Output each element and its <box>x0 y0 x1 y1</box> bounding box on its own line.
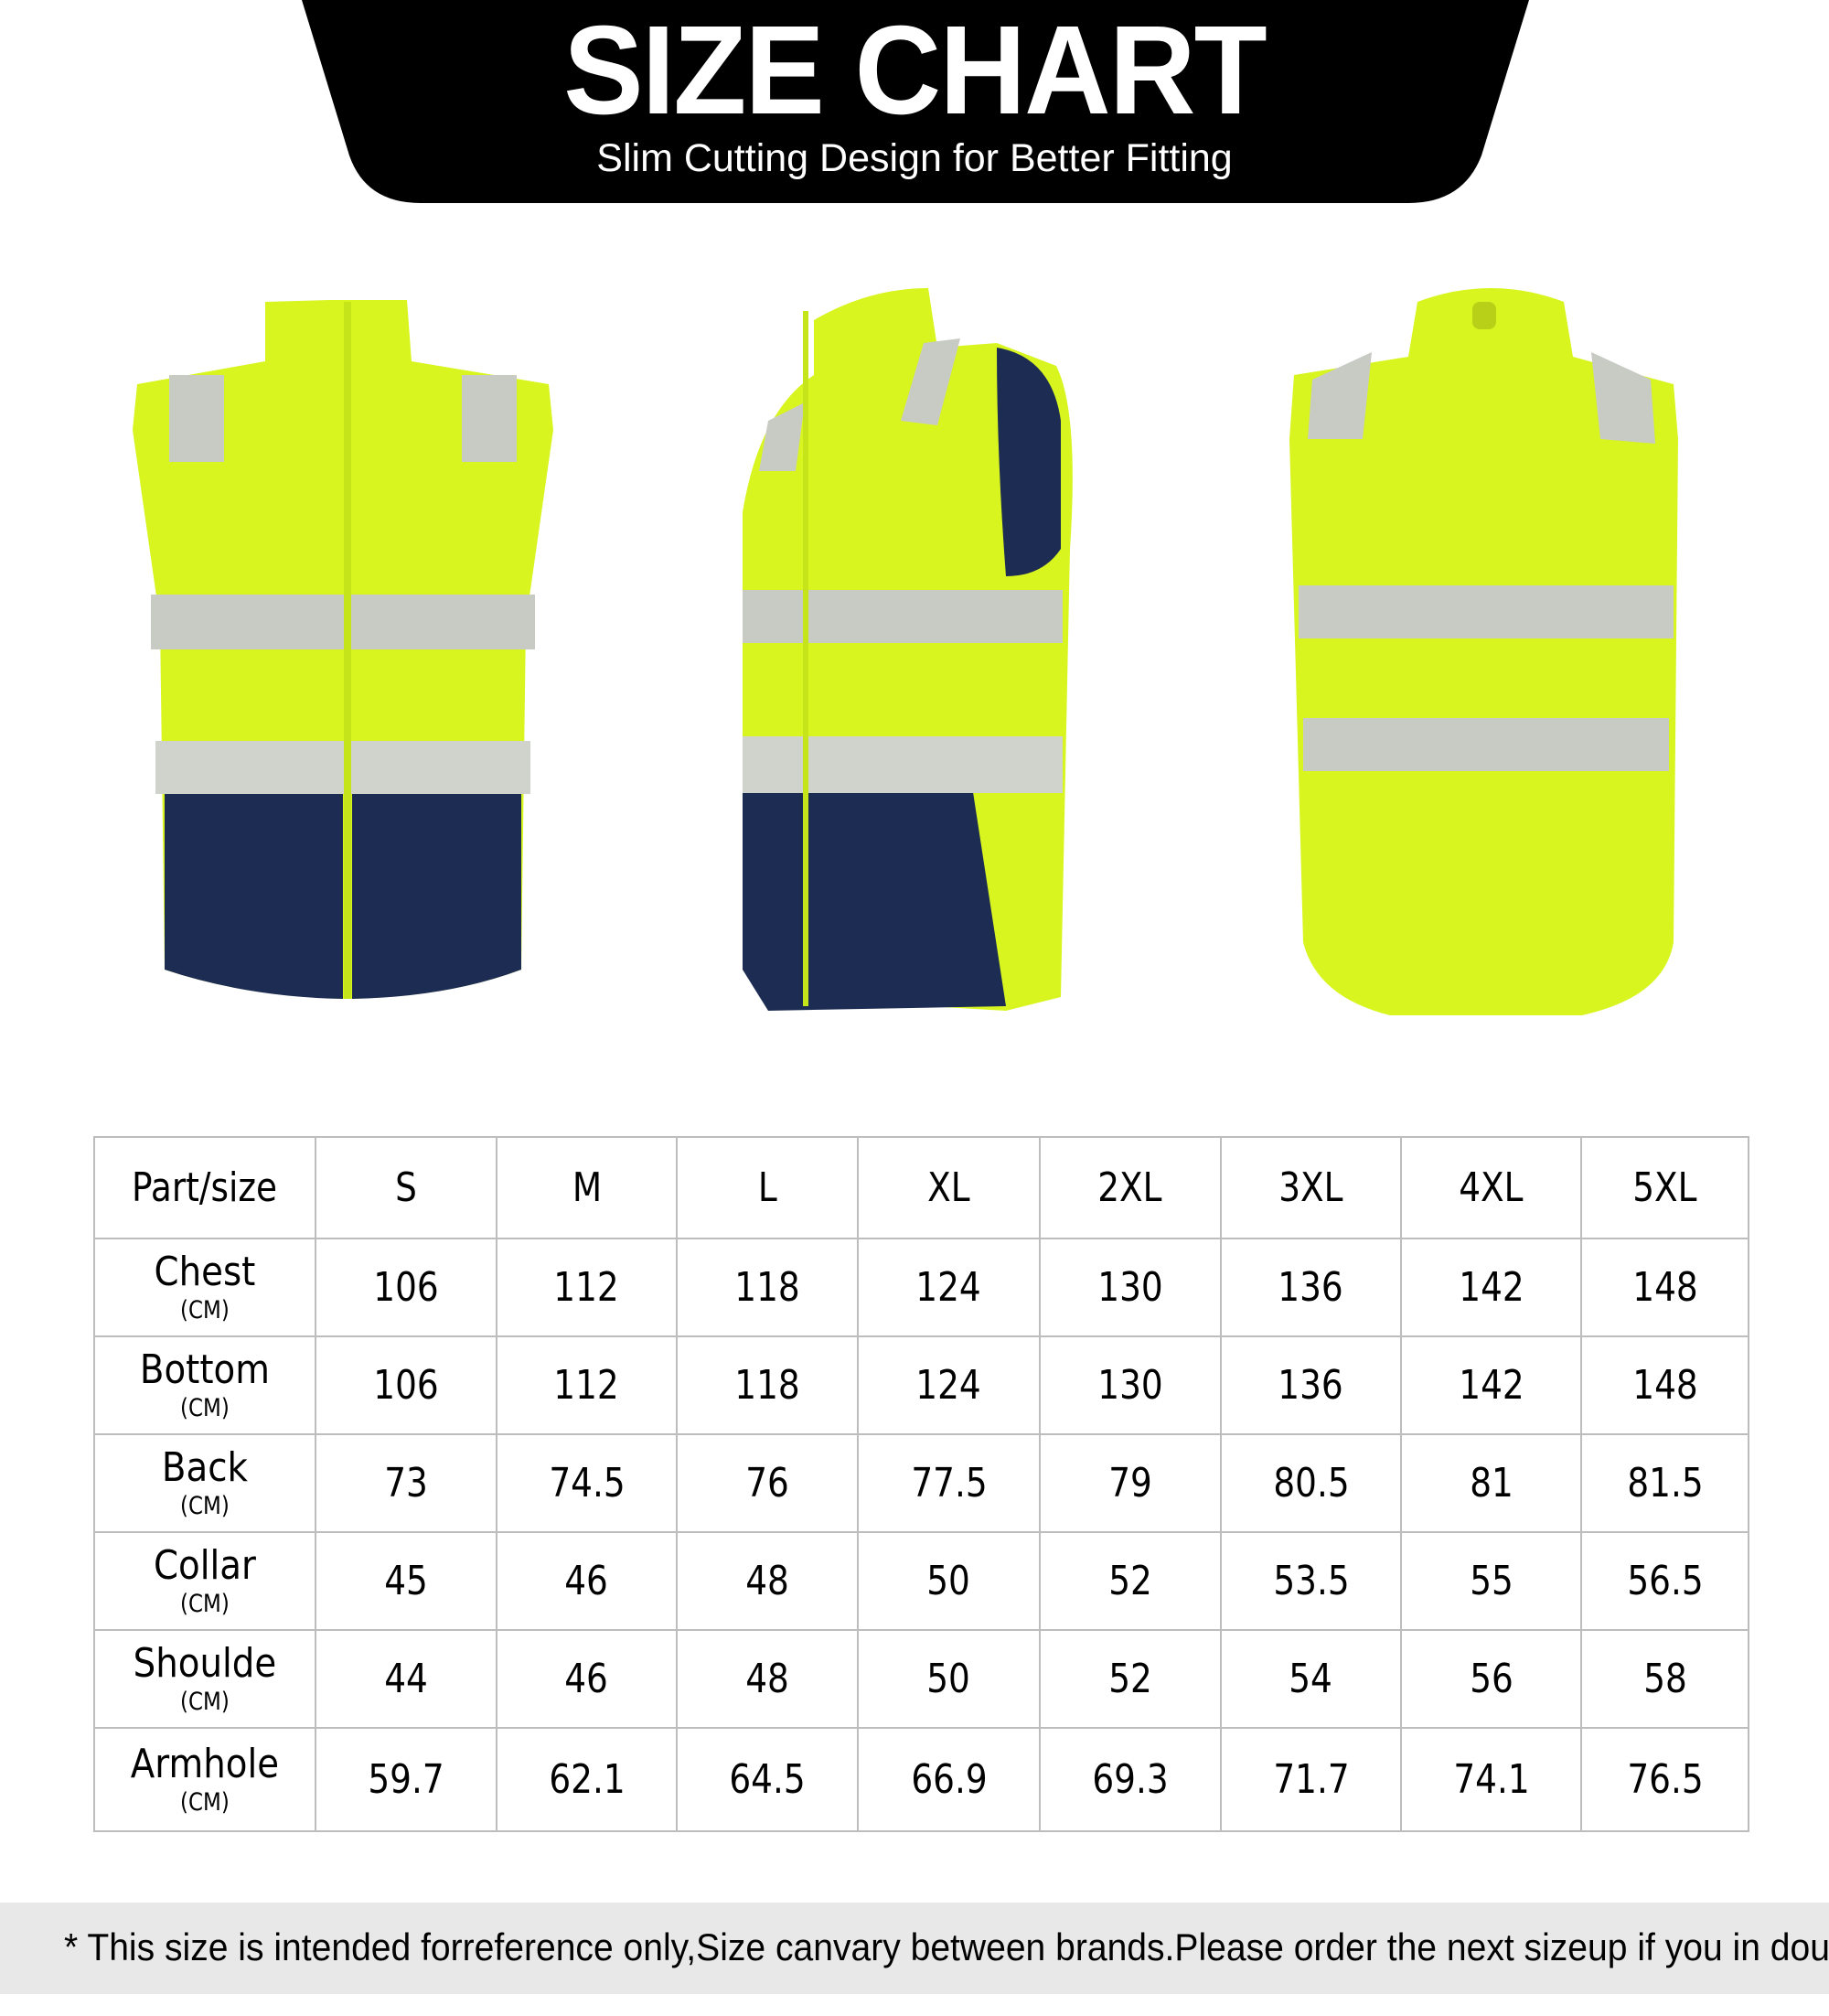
table-row: Back (CM) 73 74.5 76 77.5 79 80.5 81 81.5 <box>93 1433 1749 1533</box>
value-cell: 142 <box>1400 1238 1583 1337</box>
part-name: Chest <box>154 1248 256 1295</box>
value-cell: 77.5 <box>857 1433 1041 1533</box>
table-row: Chest (CM) 106 112 118 124 130 136 142 148 <box>93 1238 1749 1337</box>
value-cell: 46 <box>495 1531 679 1631</box>
value-cell: 130 <box>1038 1335 1222 1435</box>
value-cell: 124 <box>857 1335 1041 1435</box>
value-cell: 53.5 <box>1219 1531 1403 1631</box>
part-name: Armhole <box>130 1740 280 1787</box>
value-cell: 69.3 <box>1038 1727 1222 1832</box>
table-row: Shoulde (CM) 44 46 48 50 52 54 56 58 <box>93 1629 1749 1729</box>
part-cell: Collar (CM) <box>93 1531 316 1631</box>
table-row: Collar (CM) 45 46 48 50 52 53.5 55 56.5 <box>93 1531 1749 1631</box>
header-cell: L <box>676 1136 860 1239</box>
value-cell: 56.5 <box>1580 1531 1749 1631</box>
value-cell: 148 <box>1580 1238 1749 1337</box>
value-cell: 58 <box>1580 1629 1749 1729</box>
value-cell: 45 <box>314 1531 497 1631</box>
header-cell: XL <box>857 1136 1041 1239</box>
value-cell: 73 <box>314 1433 497 1533</box>
value-cell: 148 <box>1580 1335 1749 1435</box>
value-cell: 136 <box>1219 1238 1403 1337</box>
title-banner: SIZE CHART Slim Cutting Design for Bette… <box>0 0 1829 206</box>
unit-label: (CM) <box>180 1687 230 1716</box>
vest-side-image <box>743 288 1073 1011</box>
value-cell: 112 <box>495 1238 679 1337</box>
unit-label: (CM) <box>180 1491 230 1520</box>
part-cell: Chest (CM) <box>93 1238 316 1337</box>
unit-label: (CM) <box>180 1295 230 1324</box>
value-cell: 106 <box>314 1238 497 1337</box>
part-name: Shoulde <box>133 1639 277 1687</box>
value-cell: 74.5 <box>495 1433 679 1533</box>
value-cell: 56 <box>1400 1629 1583 1729</box>
part-name: Bottom <box>139 1346 270 1393</box>
value-cell: 44 <box>314 1629 497 1729</box>
disclaimer-band: * This size is intended forreference onl… <box>0 1903 1829 1994</box>
value-cell: 71.7 <box>1219 1727 1403 1832</box>
header-cell: M <box>495 1136 679 1239</box>
part-cell: Back (CM) <box>93 1433 316 1533</box>
value-cell: 76.5 <box>1580 1727 1749 1832</box>
part-cell: Armhole (CM) <box>93 1727 316 1832</box>
value-cell: 80.5 <box>1219 1433 1403 1533</box>
vest-front-image <box>133 300 553 999</box>
header-cell: 3XL <box>1219 1136 1403 1239</box>
value-cell: 52 <box>1038 1629 1222 1729</box>
unit-label: (CM) <box>180 1589 230 1618</box>
banner-shape <box>302 0 1529 203</box>
header-cell: 5XL <box>1580 1136 1749 1239</box>
value-cell: 50 <box>857 1531 1041 1631</box>
value-cell: 112 <box>495 1335 679 1435</box>
value-cell: 136 <box>1219 1335 1403 1435</box>
header-cell: 4XL <box>1400 1136 1583 1239</box>
value-cell: 124 <box>857 1238 1041 1337</box>
header-cell: 2XL <box>1038 1136 1222 1239</box>
unit-label: (CM) <box>180 1787 230 1817</box>
vest-back-image <box>1289 288 1678 1015</box>
header-cell: Part/size <box>93 1136 316 1239</box>
value-cell: 118 <box>676 1335 860 1435</box>
value-cell: 106 <box>314 1335 497 1435</box>
value-cell: 52 <box>1038 1531 1222 1631</box>
value-cell: 46 <box>495 1629 679 1729</box>
value-cell: 50 <box>857 1629 1041 1729</box>
value-cell: 59.7 <box>314 1727 497 1832</box>
value-cell: 74.1 <box>1400 1727 1583 1832</box>
value-cell: 79 <box>1038 1433 1222 1533</box>
value-cell: 62.1 <box>495 1727 679 1832</box>
page-subtitle: Slim Cutting Design for Better Fitting <box>596 136 1233 180</box>
part-cell: Shoulde (CM) <box>93 1629 316 1729</box>
part-name: Back <box>161 1443 248 1491</box>
table-row: Armhole (CM) 59.7 62.1 64.5 66.9 69.3 71.7 74.1 7… <box>93 1727 1749 1832</box>
value-cell: 81 <box>1400 1433 1583 1533</box>
value-cell: 118 <box>676 1238 860 1337</box>
table-row: Bottom (CM) 106 112 118 124 130 136 142 148 <box>93 1335 1749 1435</box>
value-cell: 81.5 <box>1580 1433 1749 1533</box>
value-cell: 64.5 <box>676 1727 860 1832</box>
value-cell: 142 <box>1400 1335 1583 1435</box>
page-title: SIZE CHART <box>563 0 1267 141</box>
value-cell: 48 <box>676 1629 860 1729</box>
disclaimer-text: * This size is intended forreference onl… <box>64 1925 1829 1968</box>
table-header-row: Part/size S M L XL 2XL 3XL 4XL 5XL <box>93 1136 1749 1239</box>
part-name: Collar <box>153 1541 256 1589</box>
part-cell: Bottom (CM) <box>93 1335 316 1435</box>
size-table: Part/size S M L XL 2XL 3XL 4XL 5XL Chest… <box>93 1136 1749 1832</box>
header-cell: S <box>314 1136 497 1239</box>
unit-label: (CM) <box>180 1393 230 1422</box>
value-cell: 55 <box>1400 1531 1583 1631</box>
value-cell: 48 <box>676 1531 860 1631</box>
value-cell: 130 <box>1038 1238 1222 1337</box>
value-cell: 66.9 <box>857 1727 1041 1832</box>
value-cell: 54 <box>1219 1629 1403 1729</box>
value-cell: 76 <box>676 1433 860 1533</box>
